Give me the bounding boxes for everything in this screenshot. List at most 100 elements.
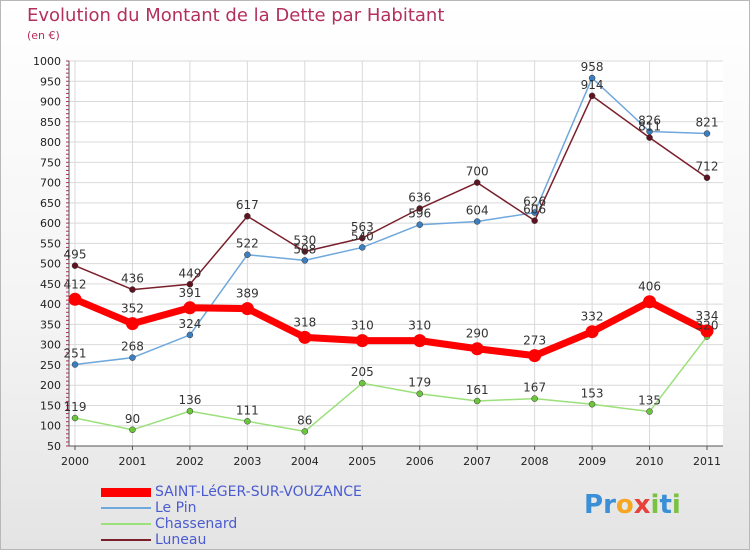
data-point xyxy=(186,331,194,339)
data-point xyxy=(643,295,657,309)
data-label: 119 xyxy=(64,400,87,414)
data-label: 205 xyxy=(351,365,374,379)
data-label: 310 xyxy=(351,319,374,333)
data-label: 153 xyxy=(581,386,604,400)
data-point xyxy=(359,234,366,242)
data-label: 320 xyxy=(696,319,719,333)
data-label: 821 xyxy=(696,116,719,130)
data-label: 352 xyxy=(121,302,144,316)
data-label: 167 xyxy=(523,381,546,395)
x-tick-label: 2010 xyxy=(636,455,664,468)
plot-area xyxy=(69,61,723,446)
y-tick-label: 1000 xyxy=(33,55,61,68)
data-label: 636 xyxy=(408,191,431,205)
legend-label: Le Pin xyxy=(155,500,197,516)
data-label: 179 xyxy=(408,376,431,390)
data-point xyxy=(413,334,427,348)
logo-letter: i xyxy=(650,490,660,520)
y-tick-label: 700 xyxy=(40,177,61,190)
y-tick-label: 150 xyxy=(40,399,61,412)
data-label: 318 xyxy=(293,315,316,329)
chart-subtitle: (en €) xyxy=(27,29,60,42)
x-tick-label: 2008 xyxy=(521,455,549,468)
data-label: 389 xyxy=(236,287,259,301)
data-point xyxy=(301,248,309,255)
data-label: 626 xyxy=(523,195,546,209)
data-label: 914 xyxy=(581,78,604,92)
data-label: 161 xyxy=(466,383,489,397)
data-label: 111 xyxy=(236,403,259,417)
y-tick-label: 350 xyxy=(40,318,61,331)
x-tick-label: 2007 xyxy=(463,455,491,468)
logo-letter: r xyxy=(603,490,616,520)
data-label: 811 xyxy=(638,120,661,134)
data-label: 530 xyxy=(293,233,316,247)
data-label: 617 xyxy=(236,198,259,212)
data-point xyxy=(359,244,366,251)
y-tick-label: 900 xyxy=(40,96,61,109)
data-point xyxy=(528,349,542,363)
data-point xyxy=(129,286,136,293)
x-tick-label: 2003 xyxy=(233,455,261,468)
data-point xyxy=(531,395,538,402)
data-point xyxy=(646,134,653,141)
data-label: 596 xyxy=(408,207,431,221)
legend-label: SAINT-LéGER-SUR-VOUZANCE xyxy=(155,484,362,500)
y-tick-label: 450 xyxy=(40,278,61,291)
series-line xyxy=(74,77,708,366)
data-point xyxy=(68,292,82,306)
x-tick-label: 2009 xyxy=(578,455,606,468)
x-tick-label: 2000 xyxy=(61,455,89,468)
data-point xyxy=(470,342,484,356)
data-label: 449 xyxy=(178,266,201,280)
data-label: 522 xyxy=(236,237,259,251)
data-point xyxy=(588,74,596,82)
data-label: 86 xyxy=(297,413,312,427)
data-point xyxy=(531,217,538,224)
series-line xyxy=(73,296,709,360)
proxiti-logo: Proxiti xyxy=(584,490,681,520)
data-point xyxy=(416,205,423,212)
y-tick-label: 250 xyxy=(40,359,61,372)
logo-letter: x xyxy=(633,490,651,520)
data-point xyxy=(703,130,711,137)
logo-letter: i xyxy=(671,490,681,520)
data-label: 251 xyxy=(64,347,87,361)
y-tick-label: 400 xyxy=(40,298,61,311)
data-label: 290 xyxy=(466,327,489,341)
data-label: 826 xyxy=(638,114,661,128)
data-label: 332 xyxy=(581,310,604,324)
data-label: 495 xyxy=(64,248,87,262)
data-label: 391 xyxy=(178,286,201,300)
data-point xyxy=(240,302,254,316)
data-point xyxy=(244,418,251,425)
data-point xyxy=(186,407,194,415)
data-point xyxy=(585,325,599,339)
data-point xyxy=(183,301,197,315)
data-label: 436 xyxy=(121,272,144,286)
y-tick-label: 500 xyxy=(40,258,61,271)
y-tick-label: 100 xyxy=(40,420,61,433)
data-label: 406 xyxy=(638,280,661,294)
data-point xyxy=(355,334,369,348)
x-tick-label: 2011 xyxy=(693,455,721,468)
data-point xyxy=(129,426,136,434)
x-tick-label: 2004 xyxy=(291,455,319,468)
data-point xyxy=(416,390,423,397)
legend-swatch xyxy=(101,523,151,525)
series-line xyxy=(74,95,708,291)
logo-letter: P xyxy=(584,490,604,520)
data-label: 310 xyxy=(408,319,431,333)
data-point xyxy=(71,262,79,269)
data-point xyxy=(588,92,596,100)
logo-letter: o xyxy=(615,490,634,520)
data-point xyxy=(186,281,194,288)
y-tick-label: 600 xyxy=(40,217,61,230)
data-point xyxy=(301,257,309,264)
chart-title: Evolution du Montant de la Dette par Hab… xyxy=(27,5,445,26)
data-label: 90 xyxy=(125,412,140,426)
y-tick-label: 750 xyxy=(40,156,61,169)
legend-swatch xyxy=(101,539,151,541)
